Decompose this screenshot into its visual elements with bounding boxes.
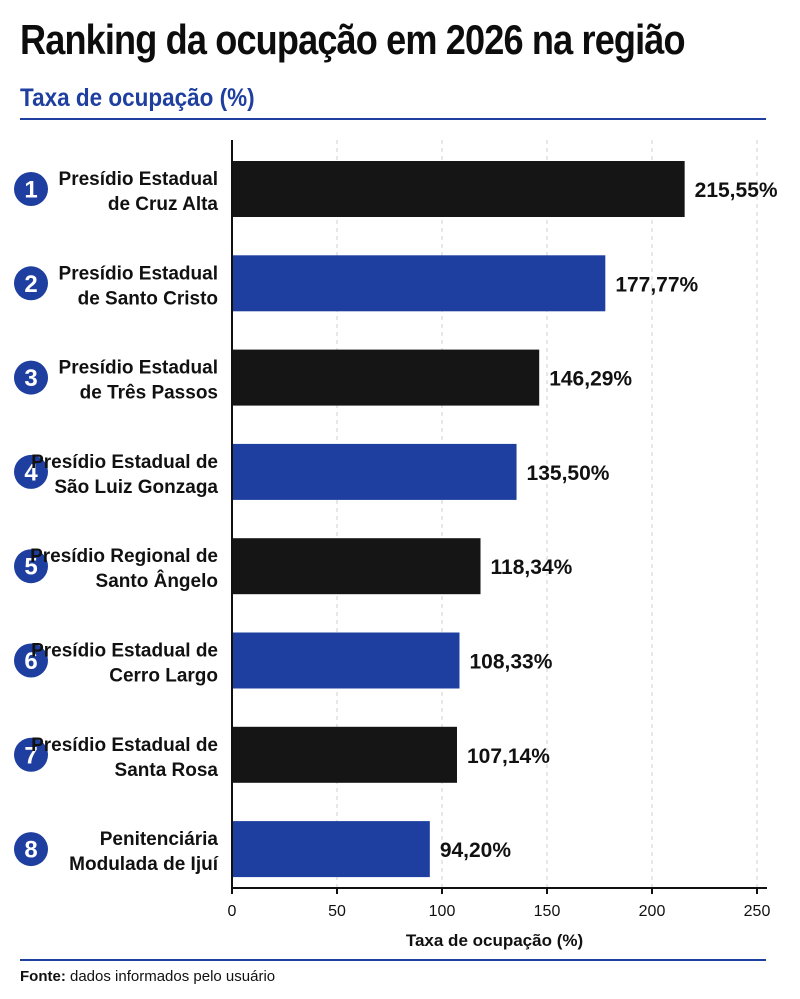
category-label-6-line-2: Cerro Largo: [109, 666, 218, 687]
value-label-4: 135,50%: [527, 462, 610, 485]
category-label-3-line-2: de Três Passos: [80, 383, 218, 404]
bottom-divider: [20, 959, 766, 961]
category-label-2-line-2: de Santo Cristo: [78, 288, 218, 309]
category-label-4-line-1: Presídio Estadual de: [31, 452, 218, 473]
rank-number-8: 8: [24, 837, 37, 864]
rank-badge-3: [14, 360, 48, 395]
value-label-8: 94,20%: [440, 839, 512, 862]
bar-2: [233, 255, 606, 312]
value-label-1: 215,55%: [695, 179, 778, 202]
category-label-4-line-2: São Luiz Gonzaga: [54, 477, 218, 498]
x-tick-label-0: 0: [228, 903, 237, 920]
category-label-1-line-2: de Cruz Alta: [108, 194, 219, 215]
x-tick-label-3: 150: [534, 903, 561, 920]
bar-8: [233, 821, 430, 878]
category-label-8-line-1: Penitenciária: [100, 829, 219, 850]
source-note: Fonte: dados informados pelo usuário: [20, 967, 275, 987]
rank-badge-5: [14, 549, 48, 584]
x-axis-label: Taxa de ocupação (%): [406, 931, 583, 950]
bar-7: [233, 726, 457, 783]
value-label-5: 118,34%: [491, 556, 573, 579]
category-label-3-line-1: Presídio Estadual: [59, 358, 218, 379]
value-label-7: 107,14%: [467, 745, 550, 768]
rank-badge-6: [14, 643, 48, 678]
rank-number-4: 4: [24, 459, 38, 486]
category-label-6-line-1: Presídio Estadual de: [31, 641, 218, 662]
bar-1: [233, 161, 685, 217]
rank-badge-8: [14, 832, 48, 867]
source-label: Fonte:: [20, 968, 66, 985]
category-label-8-line-2: Modulada de Ijuí: [69, 854, 219, 875]
category-label-7-line-2: Santa Rosa: [115, 760, 219, 781]
bar-6: [233, 632, 460, 689]
chart-title: Ranking da ocupação em 2026 na região: [20, 16, 686, 63]
top-divider: [20, 118, 766, 120]
bar-3: [233, 349, 540, 406]
category-label-1-line-1: Presídio Estadual: [59, 169, 218, 190]
category-label-7-line-1: Presídio Estadual de: [31, 735, 218, 756]
x-tick-label-4: 200: [639, 903, 666, 920]
x-tick-label-5: 250: [744, 903, 771, 920]
bar-5: [233, 538, 481, 595]
category-label-2-line-1: Presídio Estadual: [59, 263, 218, 284]
x-tick-label-2: 100: [429, 903, 456, 920]
value-label-2: 177,77%: [615, 273, 698, 296]
category-label-5-line-1: Presídio Regional de: [30, 546, 218, 567]
rank-number-2: 2: [24, 271, 37, 298]
rank-badge-4: [14, 454, 48, 489]
source-text: dados informados pelo usuário: [70, 968, 276, 985]
category-label-5-line-2: Santo Ângelo: [96, 570, 218, 592]
rank-number-3: 3: [24, 365, 37, 392]
chart-subtitle: Taxa de ocupação (%): [20, 84, 255, 112]
rank-number-6: 6: [24, 648, 37, 675]
rank-number-7: 7: [24, 742, 37, 769]
rank-badge-2: [14, 266, 48, 301]
rank-number-1: 1: [24, 177, 37, 204]
x-tick-label-1: 50: [328, 903, 346, 920]
rank-badge-7: [14, 737, 48, 772]
bar-4: [233, 443, 517, 500]
value-label-6: 108,33%: [469, 651, 552, 674]
value-label-3: 146,29%: [549, 368, 632, 391]
rank-number-5: 5: [24, 554, 37, 581]
rank-badge-1: [14, 172, 48, 206]
